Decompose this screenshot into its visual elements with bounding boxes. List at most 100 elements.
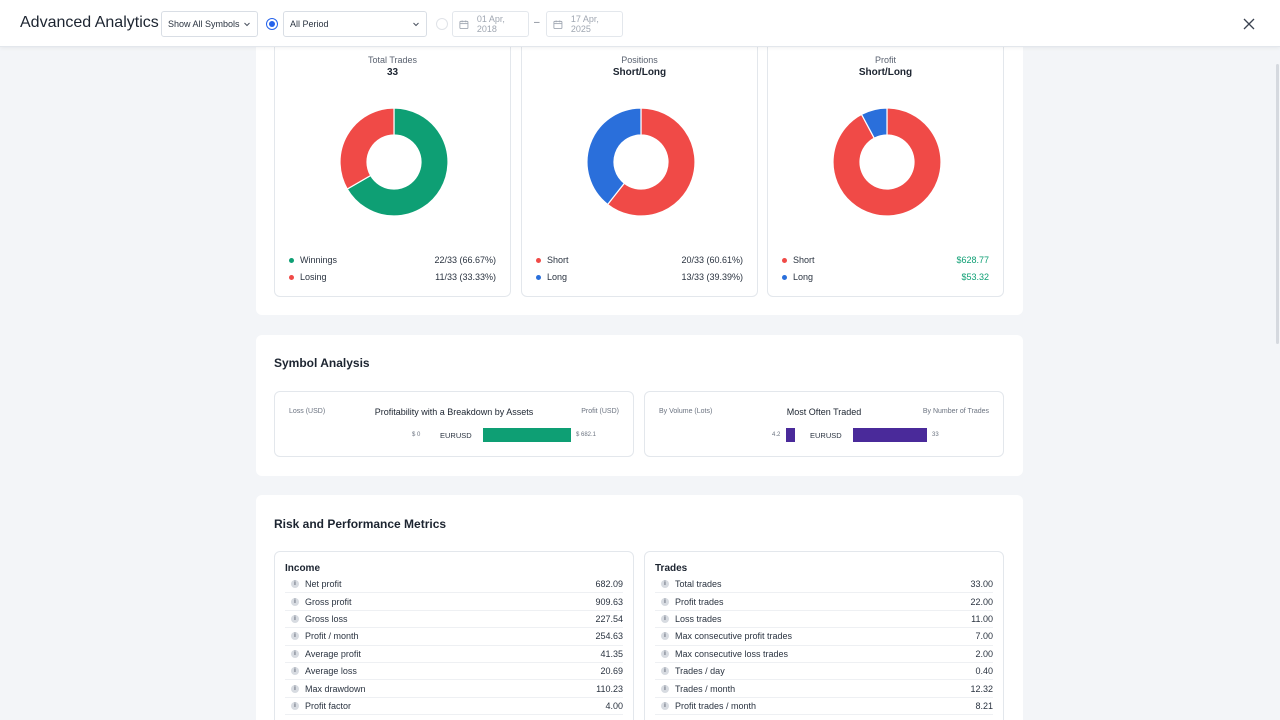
legend-item: Short 20/33 (60.61%) — [536, 253, 743, 267]
metric-label: Trades / month — [675, 683, 736, 694]
profitability-card: Loss (USD) Profitability with a Breakdow… — [274, 391, 634, 457]
card-title: Most Often Traded — [786, 407, 862, 417]
legend-item: Winnings 22/33 (66.67%) — [289, 253, 496, 267]
info-icon[interactable]: i — [291, 701, 299, 710]
info-icon[interactable]: i — [291, 649, 299, 658]
metric-label: Gross loss — [305, 613, 348, 624]
most-traded-card: By Volume (Lots) Most Often Traded By Nu… — [644, 391, 1004, 457]
metric-value: 41.35 — [600, 648, 623, 659]
legend-item: Long 13/33 (39.39%) — [536, 270, 743, 284]
custom-range-radio[interactable] — [436, 18, 448, 30]
metric-label: Profit trades — [675, 596, 724, 607]
metric-label: Net profit — [305, 579, 342, 590]
chevron-down-icon — [413, 22, 419, 27]
date-from-value: 01 Apr, 2018 — [476, 14, 505, 34]
chevron-down-icon — [244, 22, 250, 27]
card-title: Profitability with a Breakdown by Assets — [374, 407, 534, 417]
info-icon[interactable]: i — [661, 667, 669, 676]
metric-row: i Average profit 41.35 — [285, 646, 623, 663]
volume-axis-label: By Volume (Lots) — [659, 408, 713, 415]
section-title: Risk and Performance Metrics — [274, 517, 447, 531]
card-subtitle: Short/Long — [858, 67, 913, 78]
donut-slice-short[interactable] — [832, 107, 942, 217]
metric-row: i Profit trades / month 8.21 — [655, 698, 993, 716]
donut-slice-losing[interactable] — [339, 107, 395, 190]
income-card: Income i Net profit 682.09 i Gross profit 909… — [274, 551, 634, 720]
symbol-select[interactable]: Show All Symbols — [161, 11, 258, 37]
info-icon[interactable]: i — [291, 684, 299, 693]
metric-row: i Average loss 20.69 — [285, 663, 623, 681]
metric-label: Profit factor — [305, 700, 352, 711]
date-from-field[interactable]: 01 Apr, 2018 — [452, 11, 529, 37]
legend-value: 20/33 (60.61%) — [681, 255, 743, 265]
trades-card: Trades i Total trades 33.00 i Profit trades 2… — [644, 551, 1004, 720]
legend-dot — [536, 257, 541, 263]
metric-value: 682.09 — [595, 579, 623, 590]
metric-value: 12.32 — [970, 683, 993, 694]
date-separator: – — [534, 17, 540, 28]
symbol-select-value: Show All Symbols — [168, 19, 240, 29]
metric-label: Trades / day — [675, 666, 725, 677]
volume-bar — [786, 428, 795, 442]
metric-value: 33.00 — [970, 579, 993, 590]
symbol-label: EURUSD — [810, 431, 842, 440]
info-icon[interactable]: i — [661, 701, 669, 710]
close-icon[interactable] — [1240, 15, 1258, 33]
donut-chart — [586, 107, 696, 217]
section-title: Symbol Analysis — [274, 356, 370, 370]
legend-dot — [289, 274, 294, 280]
period-radio[interactable] — [266, 18, 278, 30]
profit-value: $ 682.1 — [576, 432, 597, 438]
metric-label: Profit / month — [305, 631, 359, 642]
period-select-value: All Period — [290, 19, 329, 29]
period-select[interactable]: All Period — [283, 11, 427, 37]
metric-row: i Profit / month 254.63 — [285, 628, 623, 646]
legend-dot — [782, 274, 787, 280]
legend-value: $628.77 — [956, 255, 989, 265]
legend-dot — [782, 257, 787, 263]
info-icon[interactable]: i — [661, 597, 669, 606]
volume-value: 4.2 — [772, 432, 781, 438]
metric-row: i Gross loss 227.54 — [285, 611, 623, 629]
info-icon[interactable]: i — [661, 632, 669, 641]
metric-value: 11.00 — [971, 613, 993, 624]
donut-slice-winnings[interactable] — [346, 107, 449, 217]
legend-label: Losing — [300, 272, 327, 282]
trades-value: 33 — [932, 432, 939, 438]
info-icon[interactable]: i — [291, 632, 299, 641]
legend-label: Long — [547, 272, 568, 282]
info-icon[interactable]: i — [661, 684, 669, 693]
card-title: Profit — [874, 55, 896, 65]
info-icon[interactable]: i — [291, 667, 299, 676]
legend-value: 11/33 (33.33%) — [435, 272, 496, 282]
card-title: Total Trades — [367, 55, 418, 65]
info-icon[interactable]: i — [291, 597, 299, 606]
date-to-value: 17 Apr, 2025 — [570, 14, 599, 34]
info-icon[interactable]: i — [661, 614, 669, 623]
info-icon[interactable]: i — [661, 580, 669, 589]
metric-value: 2.00 — [975, 648, 993, 659]
info-icon[interactable]: i — [661, 649, 669, 658]
legend-value: $53.32 — [961, 272, 989, 282]
metric-row: i Max drawdown 110.23 — [285, 680, 623, 698]
info-icon[interactable]: i — [291, 614, 299, 623]
date-to-field[interactable]: 17 Apr, 2025 — [546, 11, 623, 37]
legend-item: Losing 11/33 (33.33%) — [289, 270, 496, 284]
donut-slice-long[interactable] — [860, 107, 888, 140]
profit-bar — [483, 428, 571, 442]
summary-section: Total Trades 33 Winnings 22/33 (66.67%) … — [256, 30, 1023, 315]
total-trades-card: Total Trades 33 Winnings 22/33 (66.67%) … — [274, 40, 511, 297]
donut-slice-short[interactable] — [606, 107, 696, 217]
info-icon[interactable]: i — [291, 580, 299, 589]
positions-card: Positions Short/Long Short 20/33 (60.61%… — [521, 40, 758, 297]
metric-label: Total trades — [675, 579, 722, 590]
legend-dot — [536, 274, 541, 280]
scrollbar-thumb[interactable] — [1276, 64, 1279, 344]
legend-label: Short — [547, 255, 569, 265]
donut-slice-long[interactable] — [586, 107, 642, 206]
header-bar: Advanced Analytics Show All Symbols All … — [0, 0, 1280, 47]
metric-label: Max drawdown — [305, 683, 366, 694]
loss-axis-label: Loss (USD) — [289, 408, 326, 415]
legend-label: Long — [793, 272, 814, 282]
metric-row: i Profit factor 4.00 — [285, 698, 623, 716]
